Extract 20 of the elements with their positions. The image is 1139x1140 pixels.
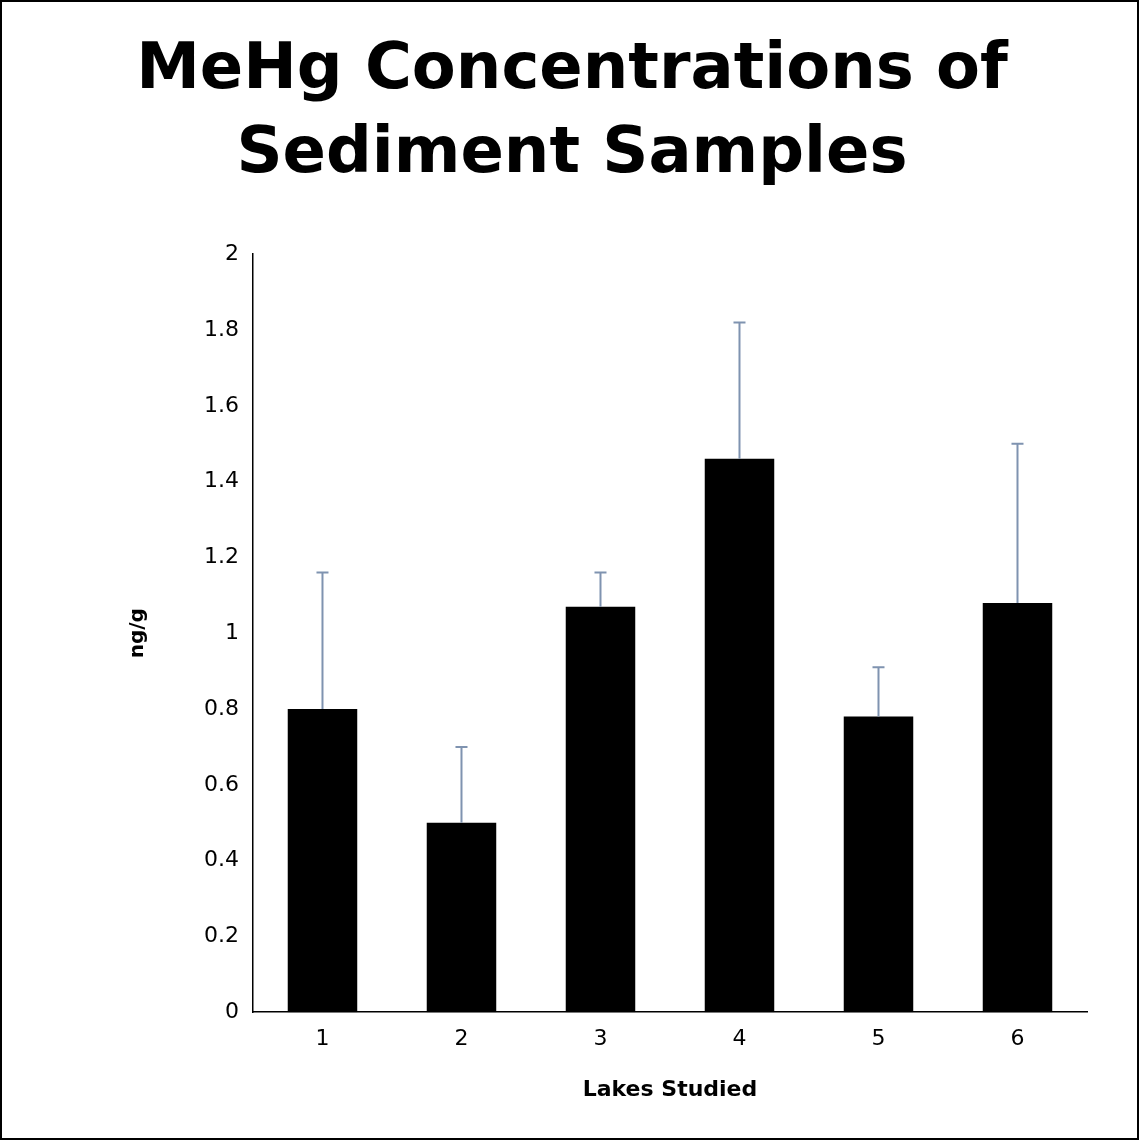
x-axis-title: Lakes Studied bbox=[582, 1075, 758, 1101]
x-tick-label: 4 bbox=[732, 1025, 747, 1051]
x-tick-label: 6 bbox=[1010, 1025, 1025, 1051]
y-tick-label: 2 bbox=[224, 239, 239, 265]
y-tick-label: 0.6 bbox=[203, 770, 239, 796]
x-tick-label: 1 bbox=[315, 1025, 330, 1051]
y-tick-label: 0.2 bbox=[203, 922, 239, 948]
y-tick-label: 1.2 bbox=[203, 543, 239, 569]
y-tick-label: 1.6 bbox=[203, 391, 239, 417]
chart-title: MeHg Concentrations of Sediment Samples bbox=[135, 28, 1010, 189]
y-tick-label: 0 bbox=[224, 997, 239, 1023]
y-tick-label: 1.4 bbox=[203, 467, 239, 493]
y-tick-label: 1.8 bbox=[203, 315, 239, 341]
y-axis-title: ng/g bbox=[124, 608, 149, 659]
y-tick-label: 1 bbox=[224, 618, 239, 644]
x-tick-label: 5 bbox=[871, 1025, 886, 1051]
y-tick-label: 0.4 bbox=[203, 846, 239, 872]
x-tick-label: 2 bbox=[454, 1025, 469, 1051]
x-tick-label: 3 bbox=[593, 1025, 608, 1051]
y-tick-label: 0.8 bbox=[203, 694, 239, 720]
